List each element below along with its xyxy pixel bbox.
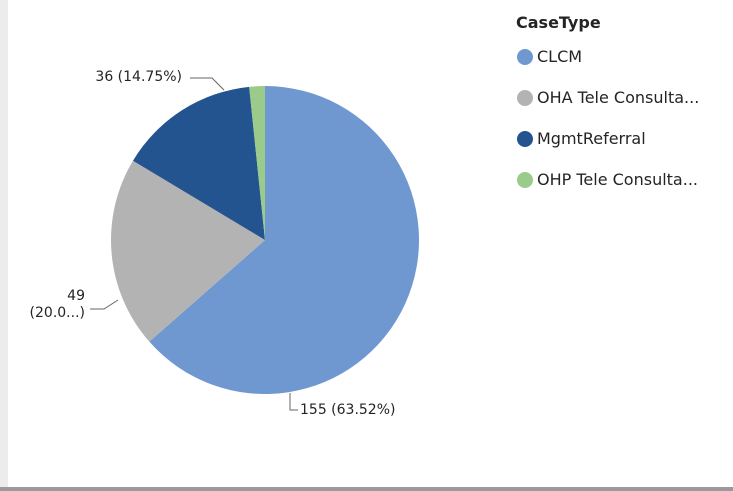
data-label: 49 (20.0...) — [29, 288, 85, 321]
data-label: 155 (63.52%) — [300, 402, 396, 418]
legend-title: CaseType — [516, 13, 601, 32]
left-strip — [0, 0, 8, 487]
legend-entry: OHA Tele Consulta... — [537, 88, 700, 107]
legend-marker — [517, 172, 533, 188]
leader-line — [90, 299, 119, 310]
bottom-strip — [0, 487, 733, 491]
leader-line — [190, 77, 225, 91]
legend-entry: MgmtReferral — [537, 129, 646, 148]
legend-entry: OHP Tele Consulta... — [537, 170, 698, 189]
pie-slice — [111, 160, 265, 342]
legend-marker — [517, 131, 533, 147]
legend-marker — [517, 49, 533, 65]
pie-slice — [132, 86, 265, 240]
leader-line — [289, 393, 298, 411]
legend-entry: CLCM — [537, 47, 583, 66]
data-label: 36 (14.75%) — [95, 69, 182, 85]
pie-slice — [249, 86, 265, 240]
legend-marker — [517, 90, 533, 106]
pie-slice — [149, 86, 420, 395]
